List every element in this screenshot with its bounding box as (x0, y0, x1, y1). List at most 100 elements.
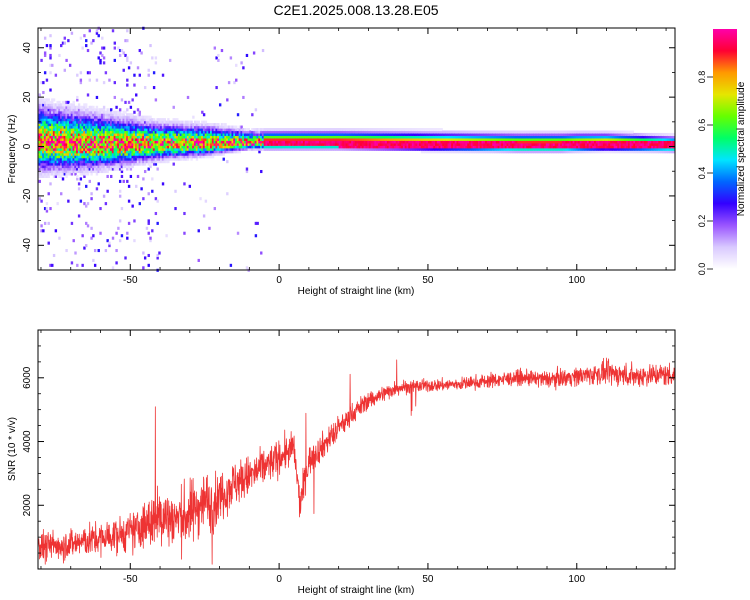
heatmap-cell (274, 128, 277, 132)
heatmap-cell (185, 147, 188, 151)
heatmap-cell (619, 142, 622, 146)
heatmap-cell (195, 157, 199, 161)
heatmap-cell (106, 147, 109, 151)
heatmap-cell (633, 140, 636, 144)
heatmap-cell (211, 135, 215, 139)
heatmap-cell (70, 125, 74, 129)
heatmap-cell (444, 137, 447, 141)
heatmap-cell (594, 135, 597, 139)
heatmap-cell (324, 132, 327, 137)
heatmap-cell (83, 150, 86, 154)
heatmap-cell (556, 135, 559, 139)
heatmap-cell (561, 147, 565, 151)
heatmap-cell (38, 113, 41, 117)
heatmap-cell (454, 135, 458, 139)
heatmap-cell (272, 128, 275, 132)
heatmap-cell (392, 137, 395, 141)
heatmap-cell (510, 142, 513, 146)
heatmap-cell (349, 128, 352, 132)
heatmap-cell (390, 140, 393, 144)
heatmap-cell (145, 142, 149, 146)
heatmap-cell (65, 172, 68, 176)
y-tick-label: 20 (22, 91, 33, 103)
heatmap-cell (110, 113, 113, 117)
heatmap-cell (470, 132, 474, 137)
heatmap-cell (93, 113, 97, 117)
heatmap-cell (79, 113, 83, 117)
heatmap-cell (143, 125, 147, 129)
heatmap-cell (138, 115, 141, 119)
heatmap-cell (377, 142, 381, 146)
heatmap-cell (527, 132, 531, 137)
heatmap-cell (90, 132, 93, 137)
heatmap-cell (602, 137, 606, 141)
heatmap-cell (281, 130, 284, 134)
heatmap-cell (68, 169, 72, 174)
heatmap-cell (167, 135, 170, 139)
heatmap-cell (329, 142, 333, 146)
heatmap-cell (152, 132, 156, 137)
heatmap-cell (236, 113, 240, 117)
heatmap-cell (499, 132, 502, 137)
heatmap-cell (367, 145, 370, 149)
heatmap-cell (442, 135, 445, 139)
heatmap-cell (579, 145, 583, 149)
heatmap-cell (270, 128, 274, 132)
heatmap-cell (440, 128, 443, 132)
heatmap-cell (179, 137, 183, 141)
heatmap-cell (72, 132, 75, 137)
heatmap-cell (126, 140, 129, 144)
heatmap-cell (529, 150, 533, 154)
heatmap-cell (274, 135, 277, 139)
heatmap-cell (533, 135, 536, 139)
heatmap-cell (93, 135, 97, 139)
heatmap-cell (588, 130, 592, 134)
heatmap-cell (52, 135, 56, 139)
heatmap-cell (133, 132, 136, 137)
heatmap-cell (538, 135, 542, 139)
heatmap-cell (654, 145, 658, 149)
heatmap-cell (63, 130, 66, 134)
heatmap-cell (583, 132, 586, 137)
heatmap-cell (410, 140, 413, 144)
heatmap-cell (126, 155, 129, 159)
heatmap-cell (345, 140, 349, 144)
heatmap-cell (76, 157, 79, 161)
heatmap-cell (43, 51, 47, 55)
heatmap-cell (176, 145, 179, 149)
heatmap-cell (636, 140, 640, 144)
heatmap-cell (322, 142, 325, 146)
heatmap-cell (124, 100, 127, 104)
heatmap-cell (260, 128, 263, 132)
heatmap-cell (495, 137, 499, 141)
heatmap-cell (401, 145, 404, 149)
heatmap-cell (101, 123, 104, 127)
heatmap-cell (72, 145, 75, 149)
heatmap-cell (285, 135, 288, 139)
heatmap-cell (274, 142, 277, 146)
heatmap-cell (90, 167, 93, 171)
heatmap-cell (538, 150, 542, 154)
heatmap-cell (106, 174, 109, 178)
heatmap-cell (560, 142, 563, 146)
heatmap-cell (60, 123, 63, 127)
heatmap-cell (74, 155, 77, 159)
heatmap-cell (56, 132, 59, 137)
heatmap-cell (93, 155, 97, 159)
heatmap-cell (547, 147, 550, 151)
heatmap-cell (356, 130, 359, 134)
heatmap-cell (461, 145, 465, 149)
heatmap-cell (551, 147, 554, 151)
heatmap-cell (138, 162, 141, 166)
heatmap-cell (558, 137, 561, 141)
heatmap-cell (58, 165, 61, 169)
heatmap-cell (288, 147, 292, 151)
heatmap-cell (136, 132, 140, 137)
heatmap-cell (85, 169, 88, 174)
heatmap-cell (451, 130, 454, 134)
heatmap-cell (217, 147, 220, 151)
heatmap-cell (322, 140, 325, 144)
heatmap-cell (224, 137, 227, 141)
heatmap-cell (210, 135, 213, 139)
heatmap-cell (83, 160, 86, 164)
